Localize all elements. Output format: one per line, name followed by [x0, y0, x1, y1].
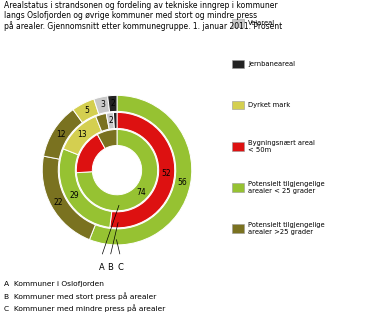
- Wedge shape: [89, 95, 192, 245]
- Text: Jernbaneareal: Jernbaneareal: [248, 61, 296, 67]
- Wedge shape: [98, 129, 117, 149]
- Wedge shape: [113, 112, 117, 128]
- Text: C: C: [117, 263, 123, 272]
- Text: 52: 52: [162, 169, 172, 178]
- Text: 3: 3: [100, 100, 105, 109]
- Wedge shape: [106, 113, 114, 129]
- Wedge shape: [44, 110, 82, 159]
- Text: 12: 12: [56, 130, 66, 139]
- Wedge shape: [76, 134, 105, 173]
- Text: 56: 56: [178, 178, 188, 187]
- Text: 22: 22: [54, 198, 63, 207]
- Text: 74: 74: [136, 188, 146, 197]
- Text: Potensielt tilgjengelige
arealer < 25 grader: Potensielt tilgjengelige arealer < 25 gr…: [248, 181, 325, 194]
- Text: B: B: [107, 263, 113, 272]
- Wedge shape: [94, 96, 110, 114]
- Text: Dyrket mark: Dyrket mark: [248, 102, 291, 108]
- Text: A  Kommuner i Oslofjorden: A Kommuner i Oslofjorden: [4, 281, 104, 287]
- Text: A: A: [99, 263, 104, 272]
- Wedge shape: [42, 156, 96, 240]
- Wedge shape: [63, 117, 102, 155]
- Wedge shape: [73, 99, 99, 123]
- Text: 13: 13: [77, 130, 87, 140]
- Text: 29: 29: [69, 191, 79, 200]
- Text: Arealstatus i strandsonen og fordeling av tekniske inngrep i kommuner
langs Oslo: Arealstatus i strandsonen og fordeling a…: [4, 1, 282, 31]
- Text: 2: 2: [108, 116, 113, 125]
- Text: 2: 2: [110, 99, 115, 108]
- Wedge shape: [108, 95, 117, 112]
- Wedge shape: [59, 149, 112, 227]
- Wedge shape: [110, 112, 175, 228]
- Text: C  Kommuner med mindre press på arealer: C Kommuner med mindre press på arealer: [4, 304, 165, 312]
- Text: B  Kommuner med stort press på arealer: B Kommuner med stort press på arealer: [4, 292, 156, 300]
- Text: Veiareal: Veiareal: [248, 20, 276, 26]
- Text: Bygningsnært areal
< 50m: Bygningsnært areal < 50m: [248, 140, 315, 153]
- Text: Potensielt tilgjengelige
arealer >25 grader: Potensielt tilgjengelige arealer >25 gra…: [248, 222, 325, 235]
- Text: 5: 5: [84, 106, 89, 115]
- Wedge shape: [96, 113, 109, 131]
- Wedge shape: [76, 129, 158, 211]
